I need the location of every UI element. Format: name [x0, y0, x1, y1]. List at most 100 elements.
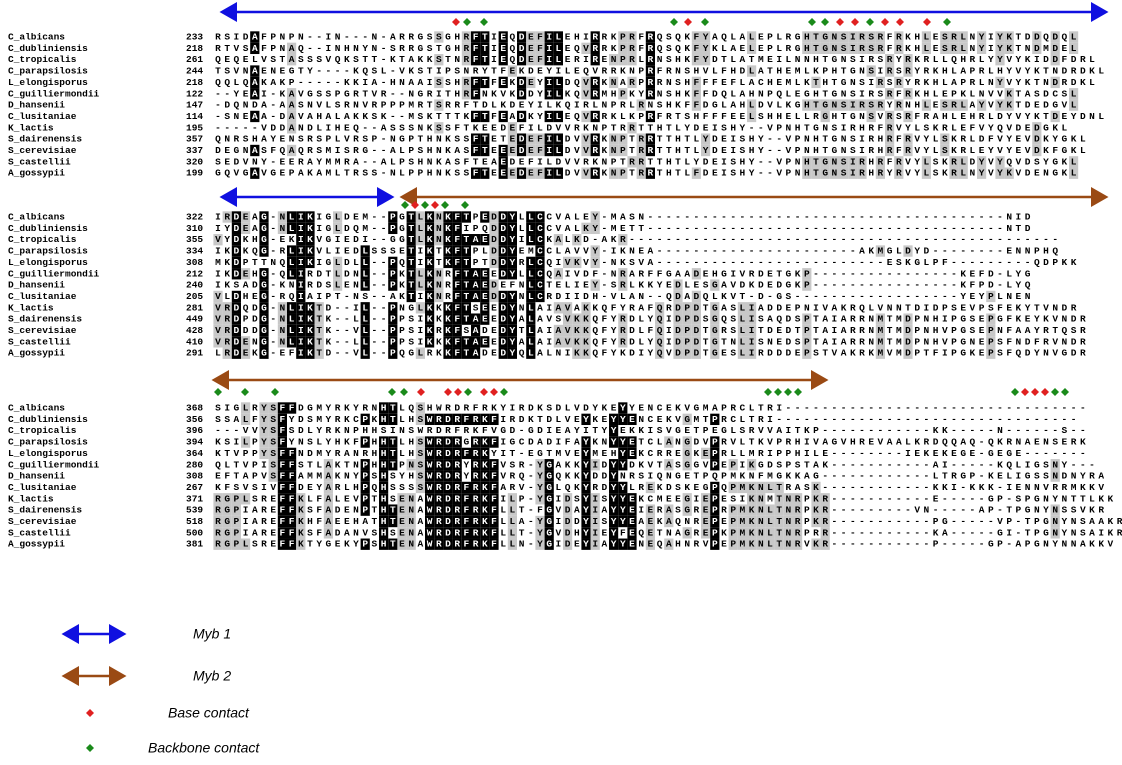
residue: - [868, 527, 874, 538]
residue: A [326, 111, 332, 122]
residue: A [307, 111, 313, 122]
residue: - [344, 66, 350, 77]
residue: M [316, 403, 322, 414]
residue-shade [1032, 133, 1042, 145]
residue: - [924, 516, 930, 527]
residue: Q [1006, 459, 1012, 470]
residue: F [289, 448, 295, 459]
residue: R [252, 403, 258, 414]
residue: M [730, 471, 736, 482]
residue: N [1052, 516, 1058, 527]
residue: Y [510, 257, 516, 268]
residue: E [648, 539, 654, 550]
residue: D [565, 539, 571, 550]
residue-shade [618, 436, 628, 448]
residue: Y [1071, 111, 1077, 122]
residue: K [583, 122, 589, 133]
residue: K [326, 336, 332, 347]
residue: T [721, 336, 727, 347]
start-position: 368 [186, 403, 203, 414]
residue: A [666, 459, 672, 470]
residue: N [372, 403, 378, 414]
residue-shade [581, 222, 591, 235]
residue: - [1062, 448, 1068, 459]
residue-shade [507, 122, 517, 134]
residue: K [1034, 111, 1040, 122]
residue-shade [618, 538, 628, 550]
residue: K [638, 459, 644, 470]
residue: L [528, 223, 534, 234]
residue: S [399, 122, 405, 133]
residue: E [399, 493, 405, 504]
residue: - [997, 280, 1003, 291]
residue: R [519, 257, 525, 268]
residue-shade [425, 234, 435, 246]
residue-shade [811, 493, 821, 505]
residue: N [298, 437, 304, 448]
residue: K [224, 280, 230, 291]
residue: L [528, 325, 534, 336]
residue: E [500, 77, 506, 88]
residue-shade [581, 470, 591, 482]
residue: S [730, 325, 736, 336]
residue: L [740, 77, 746, 88]
residue: E [1025, 314, 1031, 325]
residue-shade [618, 268, 628, 280]
residue: A [887, 437, 893, 448]
legend-label: Backbone contact [148, 740, 260, 756]
residue: L [712, 291, 718, 302]
residue: R [454, 516, 460, 527]
residue-shade [425, 493, 435, 505]
residue-shade [590, 222, 600, 235]
residue: P [390, 348, 396, 359]
residue: T [390, 403, 396, 414]
residue: C [740, 403, 746, 414]
residue: F [491, 471, 497, 482]
residue: E [335, 539, 341, 550]
residue: S [1062, 505, 1068, 516]
residue-shade [489, 504, 499, 516]
residue-shade [305, 245, 315, 257]
residue: - [749, 291, 755, 302]
residue-shade [1032, 31, 1042, 43]
residue: A [344, 448, 350, 459]
residue: D [592, 471, 598, 482]
residue: Y [758, 145, 764, 156]
residue: K [298, 493, 304, 504]
species-name: C_guilliermondii [8, 459, 100, 470]
residue: Q [1025, 280, 1031, 291]
residue: E [565, 111, 571, 122]
residue: - [924, 212, 930, 223]
residue-shade [958, 99, 968, 111]
residue: K [427, 268, 433, 279]
residue: T [905, 302, 911, 313]
residue: H [730, 122, 736, 133]
residue: R [454, 459, 460, 470]
residue: T [1025, 527, 1031, 538]
residue: A [326, 482, 332, 493]
residue: K [528, 414, 534, 425]
residue-shade [231, 234, 241, 246]
residue: - [776, 212, 782, 223]
residue: - [905, 223, 911, 234]
residue: R [896, 43, 902, 54]
residue-shade [544, 481, 554, 494]
residue: A [252, 43, 258, 54]
residue: - [850, 223, 856, 234]
residue: - [933, 403, 939, 414]
residue-shade [710, 447, 720, 460]
residue-shade [287, 42, 297, 55]
residue: Y [510, 302, 516, 313]
residue: F [280, 425, 286, 436]
residue: L [335, 280, 341, 291]
residue: V [878, 111, 884, 122]
residue: T [372, 516, 378, 527]
residue: V [730, 280, 736, 291]
residue: I [740, 459, 746, 470]
residue: L [528, 234, 534, 245]
residue: R [592, 111, 598, 122]
residue: M [795, 66, 801, 77]
residue: Y [924, 134, 930, 145]
